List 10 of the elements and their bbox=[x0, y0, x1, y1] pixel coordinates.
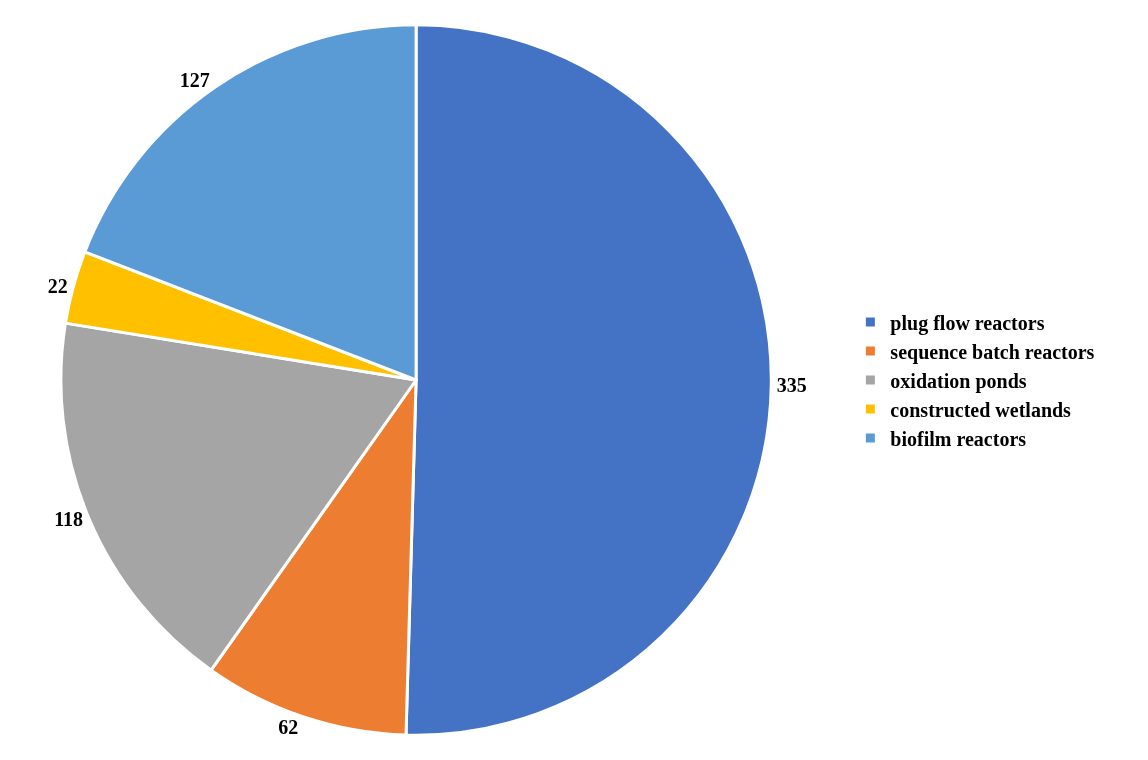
data-label: 22 bbox=[47, 275, 68, 298]
legend-label: constructed wetlands bbox=[890, 398, 1072, 421]
legend-label: plug flow reactors bbox=[890, 311, 1045, 335]
data-label: 62 bbox=[278, 715, 299, 738]
data-label: 127 bbox=[179, 68, 210, 91]
data-label: 335 bbox=[776, 374, 807, 397]
legend-label: sequence batch reactors bbox=[890, 340, 1095, 364]
data-label: 118 bbox=[54, 508, 84, 531]
legend-label: biofilm reactors bbox=[890, 427, 1027, 450]
legend-label: oxidation ponds bbox=[890, 369, 1027, 393]
